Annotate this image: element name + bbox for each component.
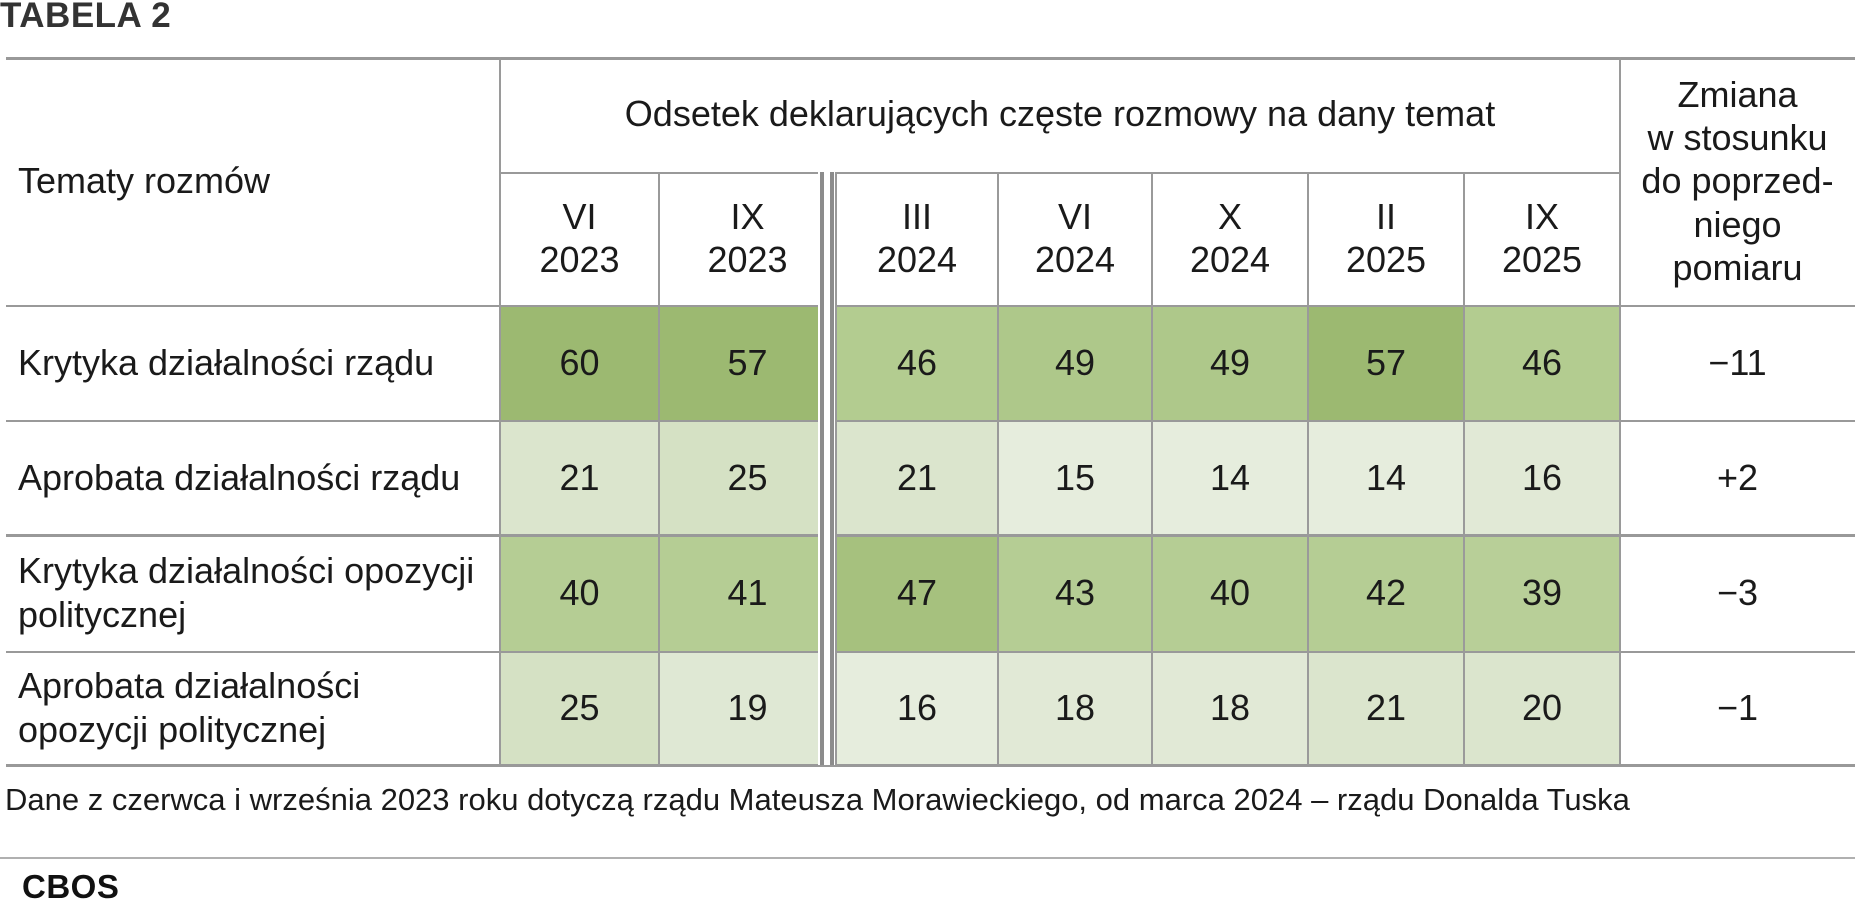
row-header-label: Tematy rozmów — [18, 160, 271, 202]
row-label: Krytyka działalności opozycji polityczne… — [18, 550, 475, 635]
data-cell: 14 — [1152, 420, 1308, 535]
column-rule — [1619, 57, 1621, 765]
change-cell: −11 — [1708, 341, 1767, 383]
data-cell: 21 — [836, 420, 998, 535]
change-header-line: Zmiana — [1677, 74, 1798, 116]
column-month: VI — [1057, 196, 1092, 238]
column-rule — [835, 172, 837, 765]
column-year: 2024 — [1034, 238, 1116, 280]
column-rule — [1307, 172, 1309, 765]
data-cell: 15 — [998, 420, 1152, 535]
data-cell: 19 — [659, 651, 836, 765]
data-cell: 21 — [500, 420, 659, 535]
data-cell: 14 — [1308, 420, 1464, 535]
column-header: VI 2023 — [500, 172, 659, 305]
column-month: VI — [562, 196, 597, 238]
data-cell: 46 — [1464, 305, 1620, 420]
column-rule — [997, 172, 999, 765]
data-cell: 46 — [836, 305, 998, 420]
data-cell: 39 — [1464, 535, 1620, 651]
column-month: II — [1375, 196, 1396, 238]
change-header-line: niego — [1693, 203, 1782, 245]
column-rule — [658, 172, 660, 765]
column-year: 2025 — [1345, 238, 1427, 280]
brand-logo: CBOS — [22, 868, 120, 905]
data-cell: 60 — [500, 305, 659, 420]
column-month: IX — [1524, 196, 1559, 238]
change-header-line: do poprzed- — [1641, 160, 1834, 202]
table-title: TABELA 2 — [0, 0, 172, 35]
column-rule — [499, 57, 501, 765]
data-cell: 42 — [1308, 535, 1464, 651]
data-cell: 16 — [1464, 420, 1620, 535]
column-year: 2023 — [539, 238, 620, 280]
data-cell: 49 — [998, 305, 1152, 420]
change-cell: −3 — [1716, 572, 1759, 614]
data-cell: 20 — [1464, 651, 1620, 765]
column-header: III 2024 — [836, 172, 998, 305]
change-header: Zmiana w stosunku do poprzed-niego pomiaru — [1620, 57, 1855, 305]
change-header-line: w stosunku — [1647, 117, 1828, 159]
footnote: Dane z czerwca i września 2023 roku doty… — [5, 782, 1630, 817]
column-header: IX 2023 — [659, 172, 836, 305]
row-label: Krytyka działalności rządu — [18, 341, 435, 383]
change-cell: +2 — [1716, 456, 1759, 498]
data-cell: 49 — [1152, 305, 1308, 420]
column-header: VI 2024 — [998, 172, 1152, 305]
footer-divider — [0, 857, 1855, 859]
column-year: 2024 — [876, 238, 958, 280]
data-cell: 25 — [659, 420, 836, 535]
data-cell: 40 — [1152, 535, 1308, 651]
period-separator-left — [820, 172, 824, 765]
section-rule — [6, 534, 1855, 537]
column-header: IX 2025 — [1464, 172, 1620, 305]
data-cell: 47 — [836, 535, 998, 651]
change-cell: −1 — [1716, 687, 1759, 729]
data-cell: 40 — [500, 535, 659, 651]
column-month: III — [901, 196, 932, 238]
data-cell: 25 — [500, 651, 659, 765]
data-cell: 18 — [998, 651, 1152, 765]
column-rule — [1463, 172, 1465, 765]
table-top-rule — [6, 57, 1855, 60]
data-cell: 41 — [659, 535, 836, 651]
data-cell: 57 — [1308, 305, 1464, 420]
row-label: Aprobata działalności opozycji polityczn… — [18, 665, 361, 750]
column-header: X 2024 — [1152, 172, 1308, 305]
header-bottom-rule — [6, 305, 1855, 307]
column-header: II 2025 — [1308, 172, 1464, 305]
data-cell: 21 — [1308, 651, 1464, 765]
header-group-rule — [500, 172, 1620, 174]
column-month: IX — [730, 196, 765, 238]
column-year: 2023 — [707, 238, 788, 280]
column-year: 2025 — [1501, 238, 1583, 280]
table-bottom-rule — [6, 764, 1855, 767]
data-cell: 43 — [998, 535, 1152, 651]
column-month: X — [1217, 196, 1242, 238]
data-cell: 57 — [659, 305, 836, 420]
data-cell: 16 — [836, 651, 998, 765]
row-rule — [6, 651, 1855, 653]
row-rule — [6, 420, 1855, 422]
data-table: 60 57 46 49 49 57 46 Krytyka działalności rządu… — [6, 57, 1855, 767]
data-cell: 18 — [1152, 651, 1308, 765]
group-header: Odsetek deklarujących częste rozmowy na … — [624, 93, 1496, 135]
column-year: 2024 — [1189, 238, 1271, 280]
row-label: Aprobata działalności rządu — [18, 456, 461, 498]
change-header-line: pomiaru — [1672, 246, 1803, 288]
column-rule — [1151, 172, 1153, 765]
period-separator-right — [830, 172, 834, 765]
